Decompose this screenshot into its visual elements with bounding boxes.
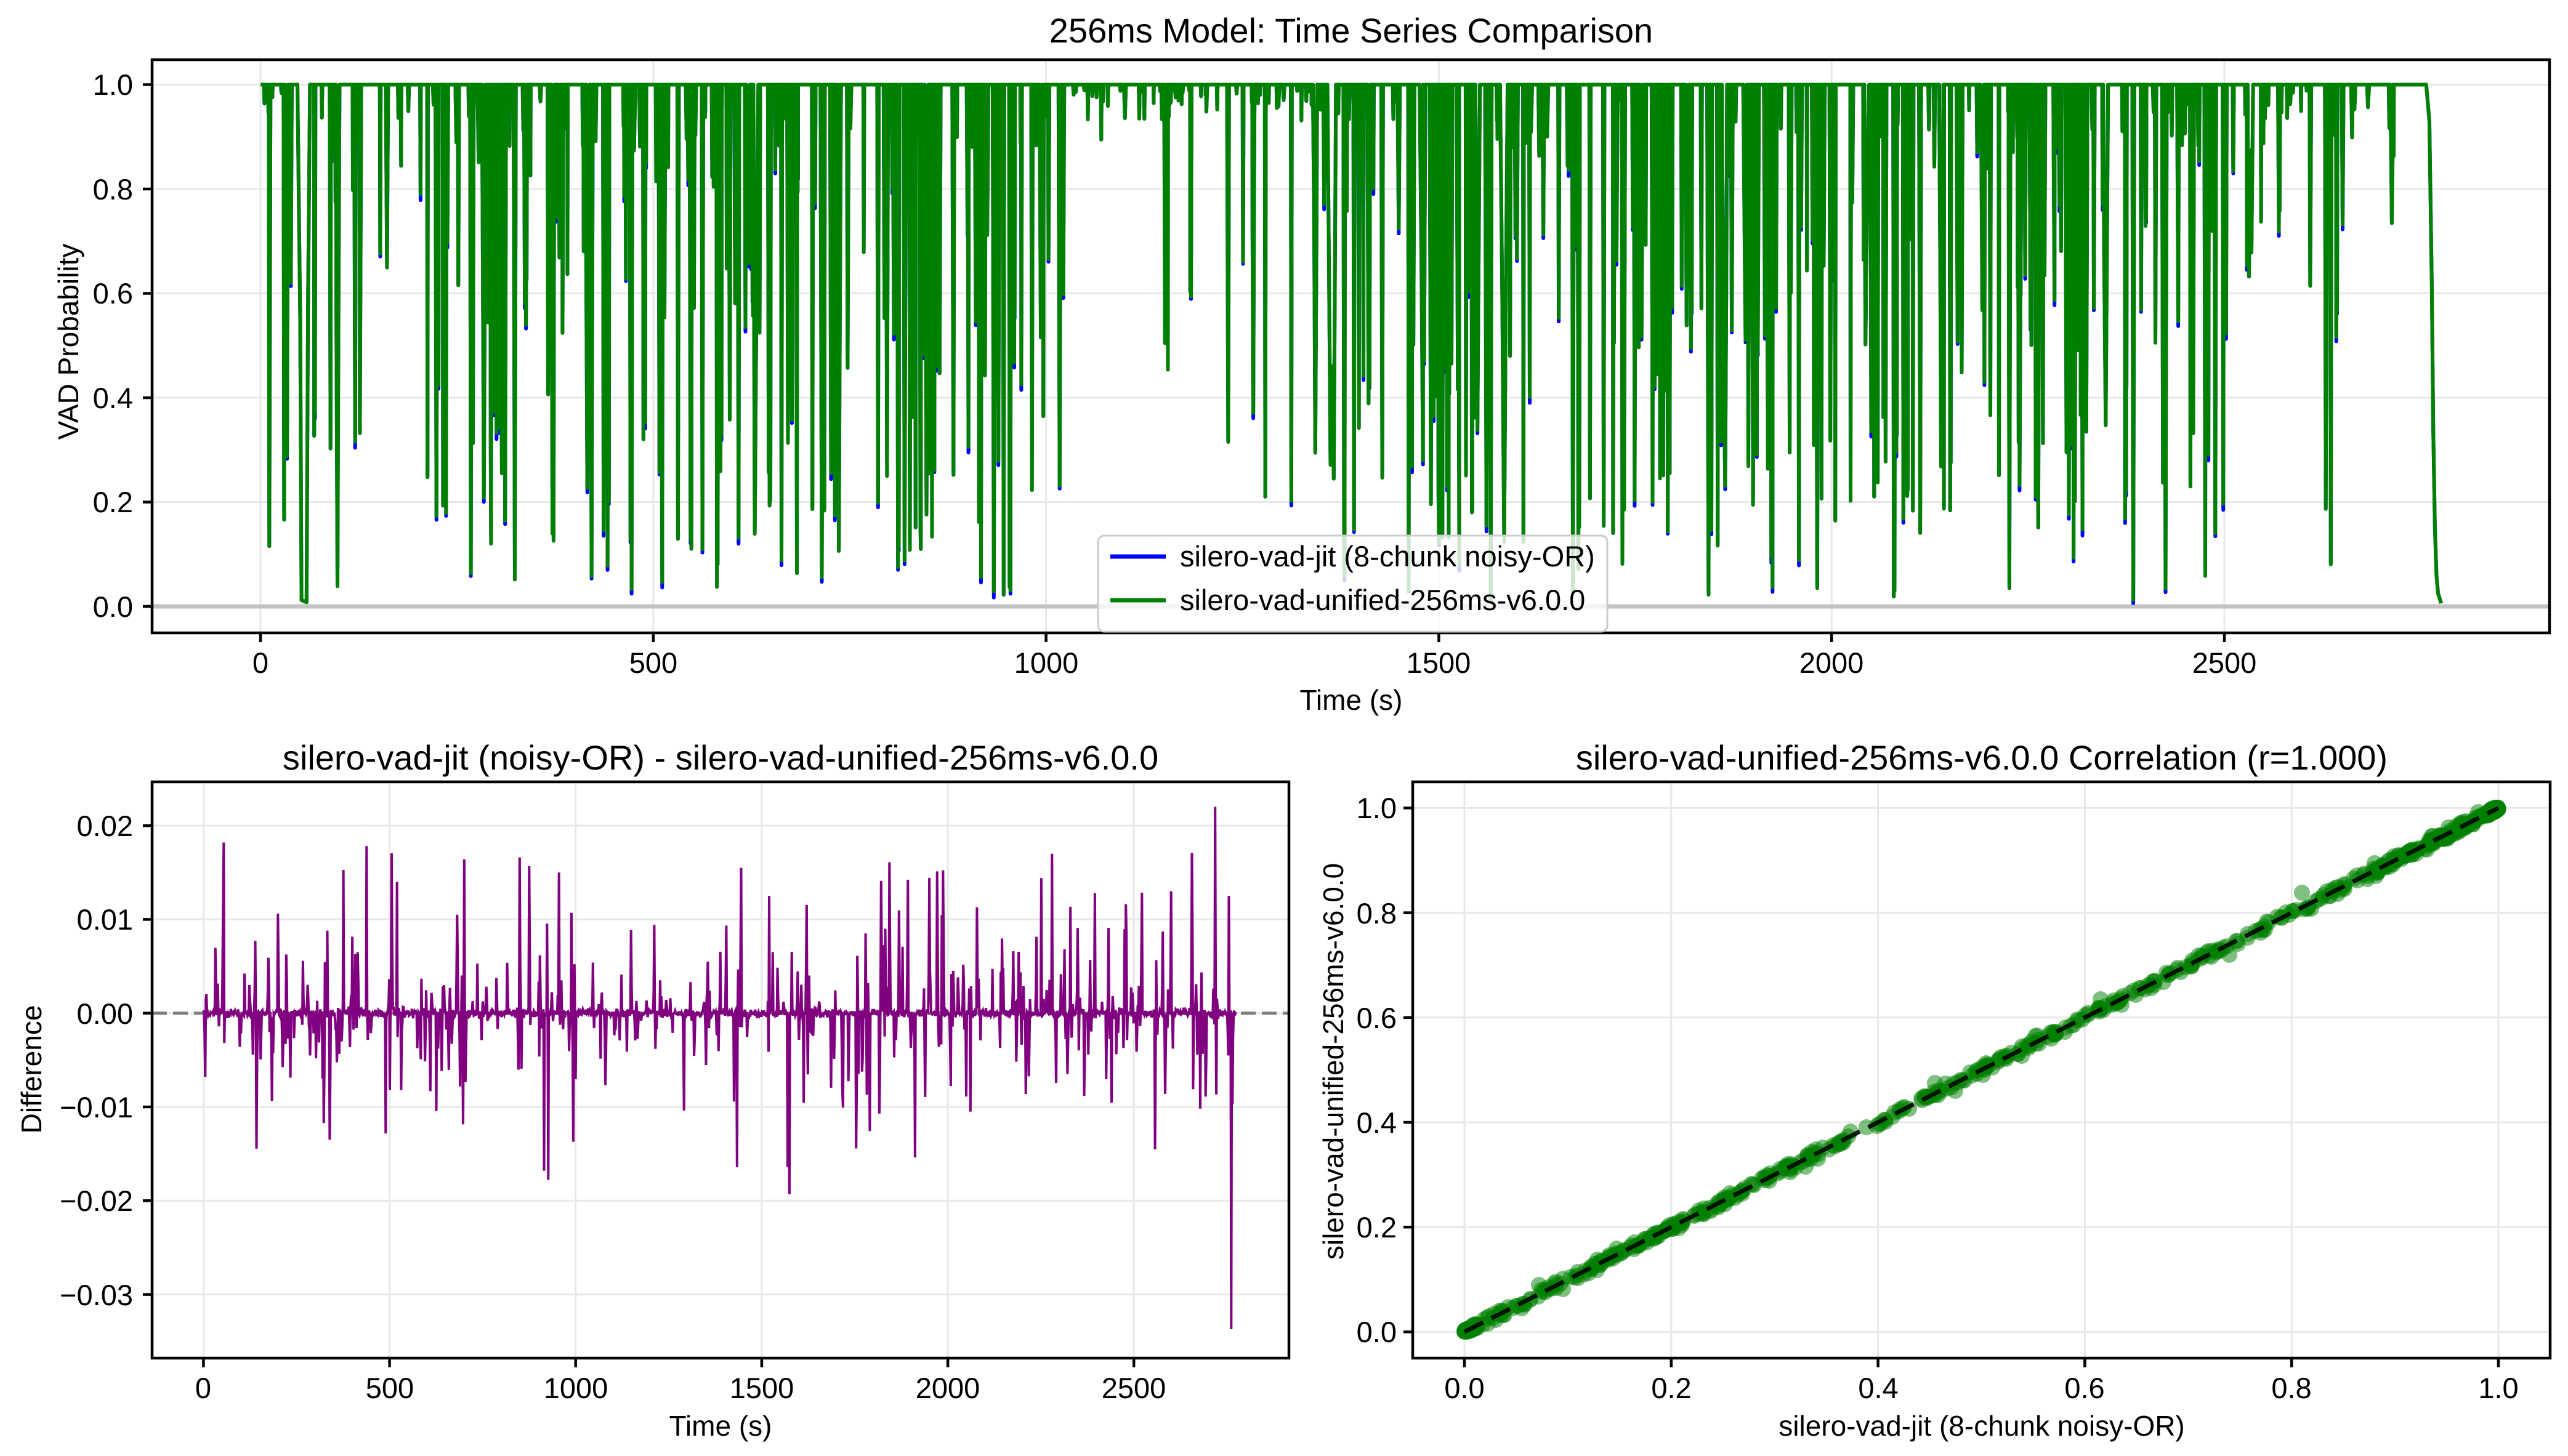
svg-text:500: 500 xyxy=(366,1372,414,1404)
svg-text:1000: 1000 xyxy=(1014,646,1079,679)
svg-text:silero-vad-jit (8-chunk noisy-: silero-vad-jit (8-chunk noisy-OR) xyxy=(1180,540,1595,573)
svg-text:2500: 2500 xyxy=(2192,646,2257,679)
svg-text:0.6: 0.6 xyxy=(2064,1372,2104,1404)
svg-text:silero-vad-jit (noisy-OR) - si: silero-vad-jit (noisy-OR) - silero-vad-u… xyxy=(283,738,1158,777)
svg-text:1000: 1000 xyxy=(544,1372,608,1404)
svg-text:−0.03: −0.03 xyxy=(60,1279,133,1311)
svg-text:0.0: 0.0 xyxy=(1357,1316,1397,1348)
svg-text:500: 500 xyxy=(629,646,677,679)
svg-text:0.00: 0.00 xyxy=(77,997,133,1030)
svg-text:0.8: 0.8 xyxy=(2271,1372,2311,1404)
svg-text:VAD Probability: VAD Probability xyxy=(52,244,84,440)
svg-text:1.0: 1.0 xyxy=(1357,792,1397,824)
svg-text:Time (s): Time (s) xyxy=(1300,684,1403,716)
svg-text:silero-vad-unified-256ms-v6.0.: silero-vad-unified-256ms-v6.0.0 xyxy=(1317,863,1349,1260)
svg-text:0.0: 0.0 xyxy=(93,590,133,623)
svg-text:0.2: 0.2 xyxy=(1651,1372,1691,1404)
svg-text:0.2: 0.2 xyxy=(1357,1211,1397,1244)
svg-text:0.8: 0.8 xyxy=(1357,897,1397,930)
svg-text:0.4: 0.4 xyxy=(93,382,133,414)
svg-text:1500: 1500 xyxy=(1407,646,1471,679)
svg-text:0.6: 0.6 xyxy=(1357,1002,1397,1034)
svg-text:0: 0 xyxy=(252,646,269,679)
svg-text:0.2: 0.2 xyxy=(93,486,133,518)
svg-text:0.4: 0.4 xyxy=(1858,1372,1898,1404)
svg-text:0.8: 0.8 xyxy=(93,173,133,206)
svg-text:−0.01: −0.01 xyxy=(60,1091,133,1124)
svg-text:2500: 2500 xyxy=(1102,1372,1166,1404)
svg-text:Difference: Difference xyxy=(15,1005,47,1134)
svg-text:2000: 2000 xyxy=(1799,646,1864,679)
svg-text:1.0: 1.0 xyxy=(2478,1372,2518,1404)
svg-text:1500: 1500 xyxy=(730,1372,794,1404)
svg-text:silero-vad-unified-256ms-v6.0.: silero-vad-unified-256ms-v6.0.0 Correlat… xyxy=(1576,738,2388,777)
svg-text:0.0: 0.0 xyxy=(1444,1372,1484,1404)
svg-text:256ms Model: Time Series Compa: 256ms Model: Time Series Comparison xyxy=(1049,11,1653,50)
svg-text:Time (s): Time (s) xyxy=(669,1410,772,1442)
svg-text:0.01: 0.01 xyxy=(77,903,133,936)
svg-text:−0.02: −0.02 xyxy=(60,1185,133,1217)
svg-text:0.4: 0.4 xyxy=(1357,1106,1397,1139)
svg-text:2000: 2000 xyxy=(916,1372,980,1404)
svg-text:1.0: 1.0 xyxy=(93,68,133,101)
svg-text:silero-vad-jit (8-chunk noisy-: silero-vad-jit (8-chunk noisy-OR) xyxy=(1779,1410,2185,1442)
svg-text:0.02: 0.02 xyxy=(77,810,133,842)
svg-text:0.6: 0.6 xyxy=(93,277,133,310)
svg-text:0: 0 xyxy=(195,1372,211,1404)
svg-text:silero-vad-unified-256ms-v6.0.: silero-vad-unified-256ms-v6.0.0 xyxy=(1180,584,1585,616)
